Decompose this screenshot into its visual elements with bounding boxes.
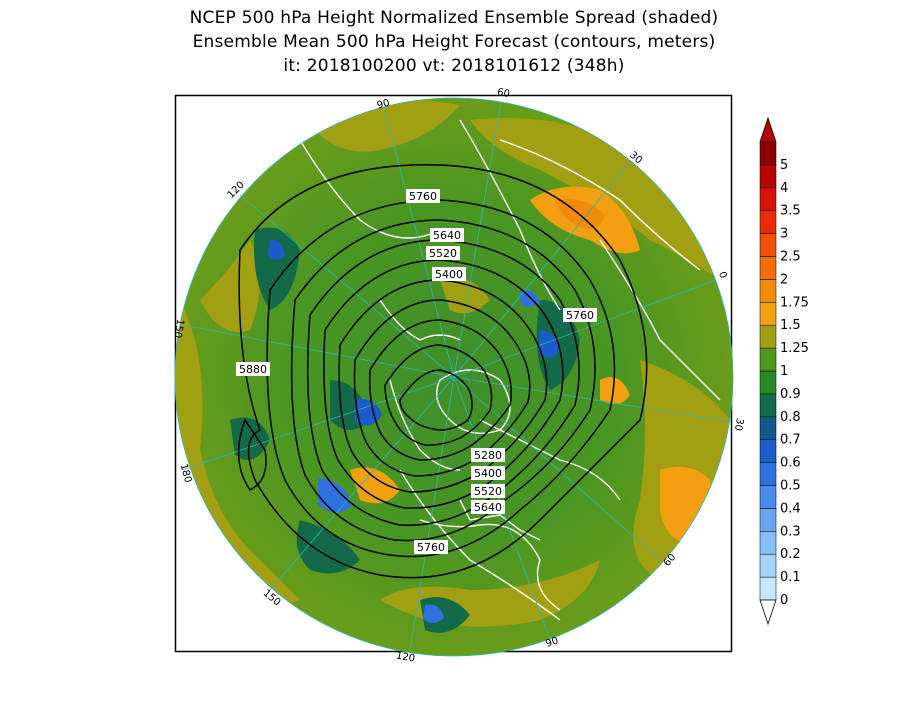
title-line-1: NCEP 500 hPa Height Normalized Ensemble … — [189, 8, 719, 28]
colorbar-tick-label: 2 — [780, 272, 788, 287]
colorbar-box — [759, 439, 777, 463]
height-contours — [237, 163, 648, 579]
longitude-label: 30 — [732, 417, 745, 431]
colorbar: 0 0.1 0.2 0.3 0.4 0.5 0.6 0.7 0.8 0.9 1 1.25 1.5 1.75… — [759, 116, 809, 626]
longitude-label: 90 — [376, 98, 391, 112]
colorbar-box — [759, 256, 777, 280]
colorbar-tick-label: 0.7 — [780, 433, 801, 448]
colorbar-tick-label: 1.5 — [780, 318, 801, 333]
colorbar-tick-label: 1.25 — [780, 341, 809, 356]
contour-label-group: 5760 5640 5520 5400 5760 5880 5280 5400 … — [236, 189, 597, 554]
colorbar-tick-label: 2.5 — [780, 250, 801, 265]
contour-label: 5280 — [474, 449, 502, 462]
contour-label: 5760 — [409, 190, 437, 203]
colorbar-box — [759, 370, 777, 395]
colorbar-box — [759, 416, 777, 440]
colorbar-tick-label: 0.3 — [780, 524, 801, 539]
colorbar-box — [759, 531, 777, 555]
contour-label: 5400 — [474, 467, 502, 480]
title-line-2: Ensemble Mean 500 hPa Height Forecast (c… — [192, 32, 716, 52]
longitude-label: 60 — [496, 87, 510, 100]
contour-label: 5640 — [474, 501, 502, 514]
colorbar-tick-label: 1.75 — [780, 295, 809, 310]
contour-label: 5400 — [435, 268, 463, 281]
contour-label: 5760 — [417, 541, 445, 554]
contour-label: 5520 — [474, 485, 502, 498]
colorbar-tick-label: 0.2 — [780, 547, 801, 562]
colorbar-box — [759, 324, 777, 349]
colorbar-box — [759, 233, 777, 257]
contour-label: 5520 — [429, 247, 457, 260]
colorbar-box — [759, 187, 777, 211]
colorbar-box — [759, 141, 777, 166]
colorbar-tick-label: 0.9 — [780, 387, 801, 402]
longitude-label: 0 — [716, 270, 729, 280]
colorbar-tick-label: 3 — [780, 227, 788, 242]
longitude-label: 120 — [395, 650, 416, 664]
colorbar-box — [759, 553, 777, 578]
colorbar-tick-label: 0.8 — [780, 410, 801, 425]
colorbar-box — [759, 576, 777, 601]
colorbar-box — [759, 393, 777, 418]
title-line-3: it: 2018100200 vt: 2018101612 (348h) — [283, 56, 625, 76]
colorbar-box — [759, 279, 777, 303]
colorbar-box — [759, 164, 777, 189]
colorbar-tick-label: 5 — [780, 158, 788, 173]
colorbar-tick-label: 0.4 — [780, 501, 801, 516]
colorbar-box — [759, 347, 777, 372]
colorbar-tick-label: 0.6 — [780, 456, 801, 471]
contour-label: 5880 — [239, 363, 267, 376]
colorbar-box — [759, 485, 777, 509]
longitude-label: 90 — [544, 635, 560, 650]
colorbar-tick-label: 1 — [780, 364, 788, 379]
colorbar-box — [759, 302, 777, 326]
contour-label: 5640 — [433, 229, 461, 242]
colorbar-tick-label: 3.5 — [780, 204, 801, 219]
colorbar-arrow-high — [759, 116, 777, 143]
colorbar-tick-label: 0 — [780, 593, 788, 608]
longitude-label-group: 90 60 30 0 30 60 90 120 150 180 150 120 — [171, 87, 745, 665]
colorbar-tick-label: 0.1 — [780, 570, 801, 585]
colorbar-box — [759, 462, 777, 486]
colorbar-tick-label: 4 — [780, 181, 788, 196]
contour-label: 5760 — [566, 309, 594, 322]
longitude-label: 150 — [171, 318, 185, 339]
colorbar-arrow-low — [759, 599, 777, 626]
colorbar-box — [759, 508, 777, 532]
colorbar-tick-label: 0.5 — [780, 479, 801, 494]
colorbar-box — [759, 210, 777, 234]
longitude-label: 180 — [178, 463, 194, 484]
